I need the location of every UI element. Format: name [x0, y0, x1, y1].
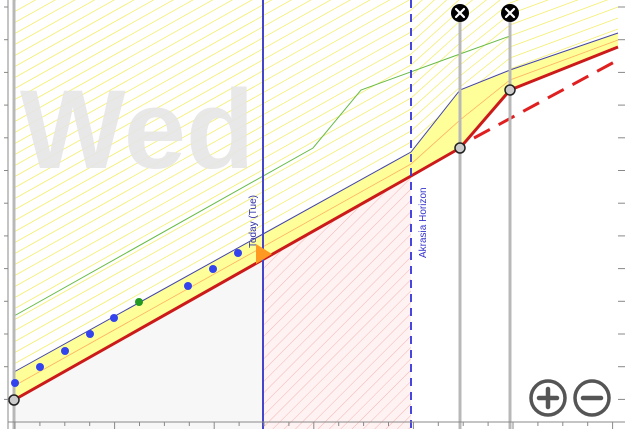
guideline-stripe — [13, 0, 435, 244]
akrasia-horizon-label: Akrasia Horizon — [418, 187, 429, 258]
road-start-knot[interactable] — [8, 394, 20, 406]
guideline-stripe — [13, 0, 332, 178]
delete-knot-2-button[interactable] — [501, 4, 519, 22]
zoom-in-button[interactable] — [529, 379, 567, 417]
delete-knot-1-button[interactable] — [451, 4, 469, 22]
guideline-stripe — [13, 0, 391, 211]
guideline-stripe — [13, 0, 423, 233]
datapoint[interactable] — [36, 363, 44, 371]
guideline-stripe — [13, 0, 37, 13]
zoom-out-button[interactable] — [573, 379, 611, 417]
x-glyph — [504, 7, 516, 19]
guideline-stripe — [13, 0, 312, 167]
green-guideline — [13, 35, 511, 317]
datapoint[interactable] — [11, 379, 19, 387]
datapoint[interactable] — [110, 314, 118, 322]
x-glyph — [454, 7, 466, 19]
today-label: Today (Tue) — [248, 195, 259, 248]
datapoint[interactable] — [234, 249, 242, 257]
road-knot-1[interactable] — [454, 142, 466, 154]
guideline-stripe — [13, 0, 448, 255]
datapoint[interactable] — [61, 347, 69, 355]
right-axis-ticks — [618, 6, 625, 400]
datapoint[interactable] — [209, 265, 217, 273]
guideline-stripe — [13, 0, 135, 68]
today-marker-triangle — [256, 244, 272, 264]
left-axis-ticks — [4, 6, 8, 400]
datapoints — [11, 249, 242, 387]
yellow-brick-road — [14, 33, 618, 400]
guideline-stripe — [13, 0, 411, 222]
datapoint[interactable] — [86, 330, 94, 338]
bottom-axis-ticks — [14, 422, 614, 429]
below-road-region — [14, 258, 263, 429]
guideline-stripe — [13, 0, 352, 189]
road-knot-2[interactable] — [504, 84, 516, 96]
guideline-stripe — [13, 0, 371, 200]
guideline-stripe — [13, 0, 460, 266]
day-watermark: Wed — [20, 67, 254, 192]
guideline-stripe — [13, 0, 293, 156]
datapoint-highlighted[interactable] — [135, 298, 143, 306]
guideline-stripe — [13, 0, 17, 2]
datapoint[interactable] — [184, 282, 192, 290]
plus-glyph — [536, 386, 560, 410]
